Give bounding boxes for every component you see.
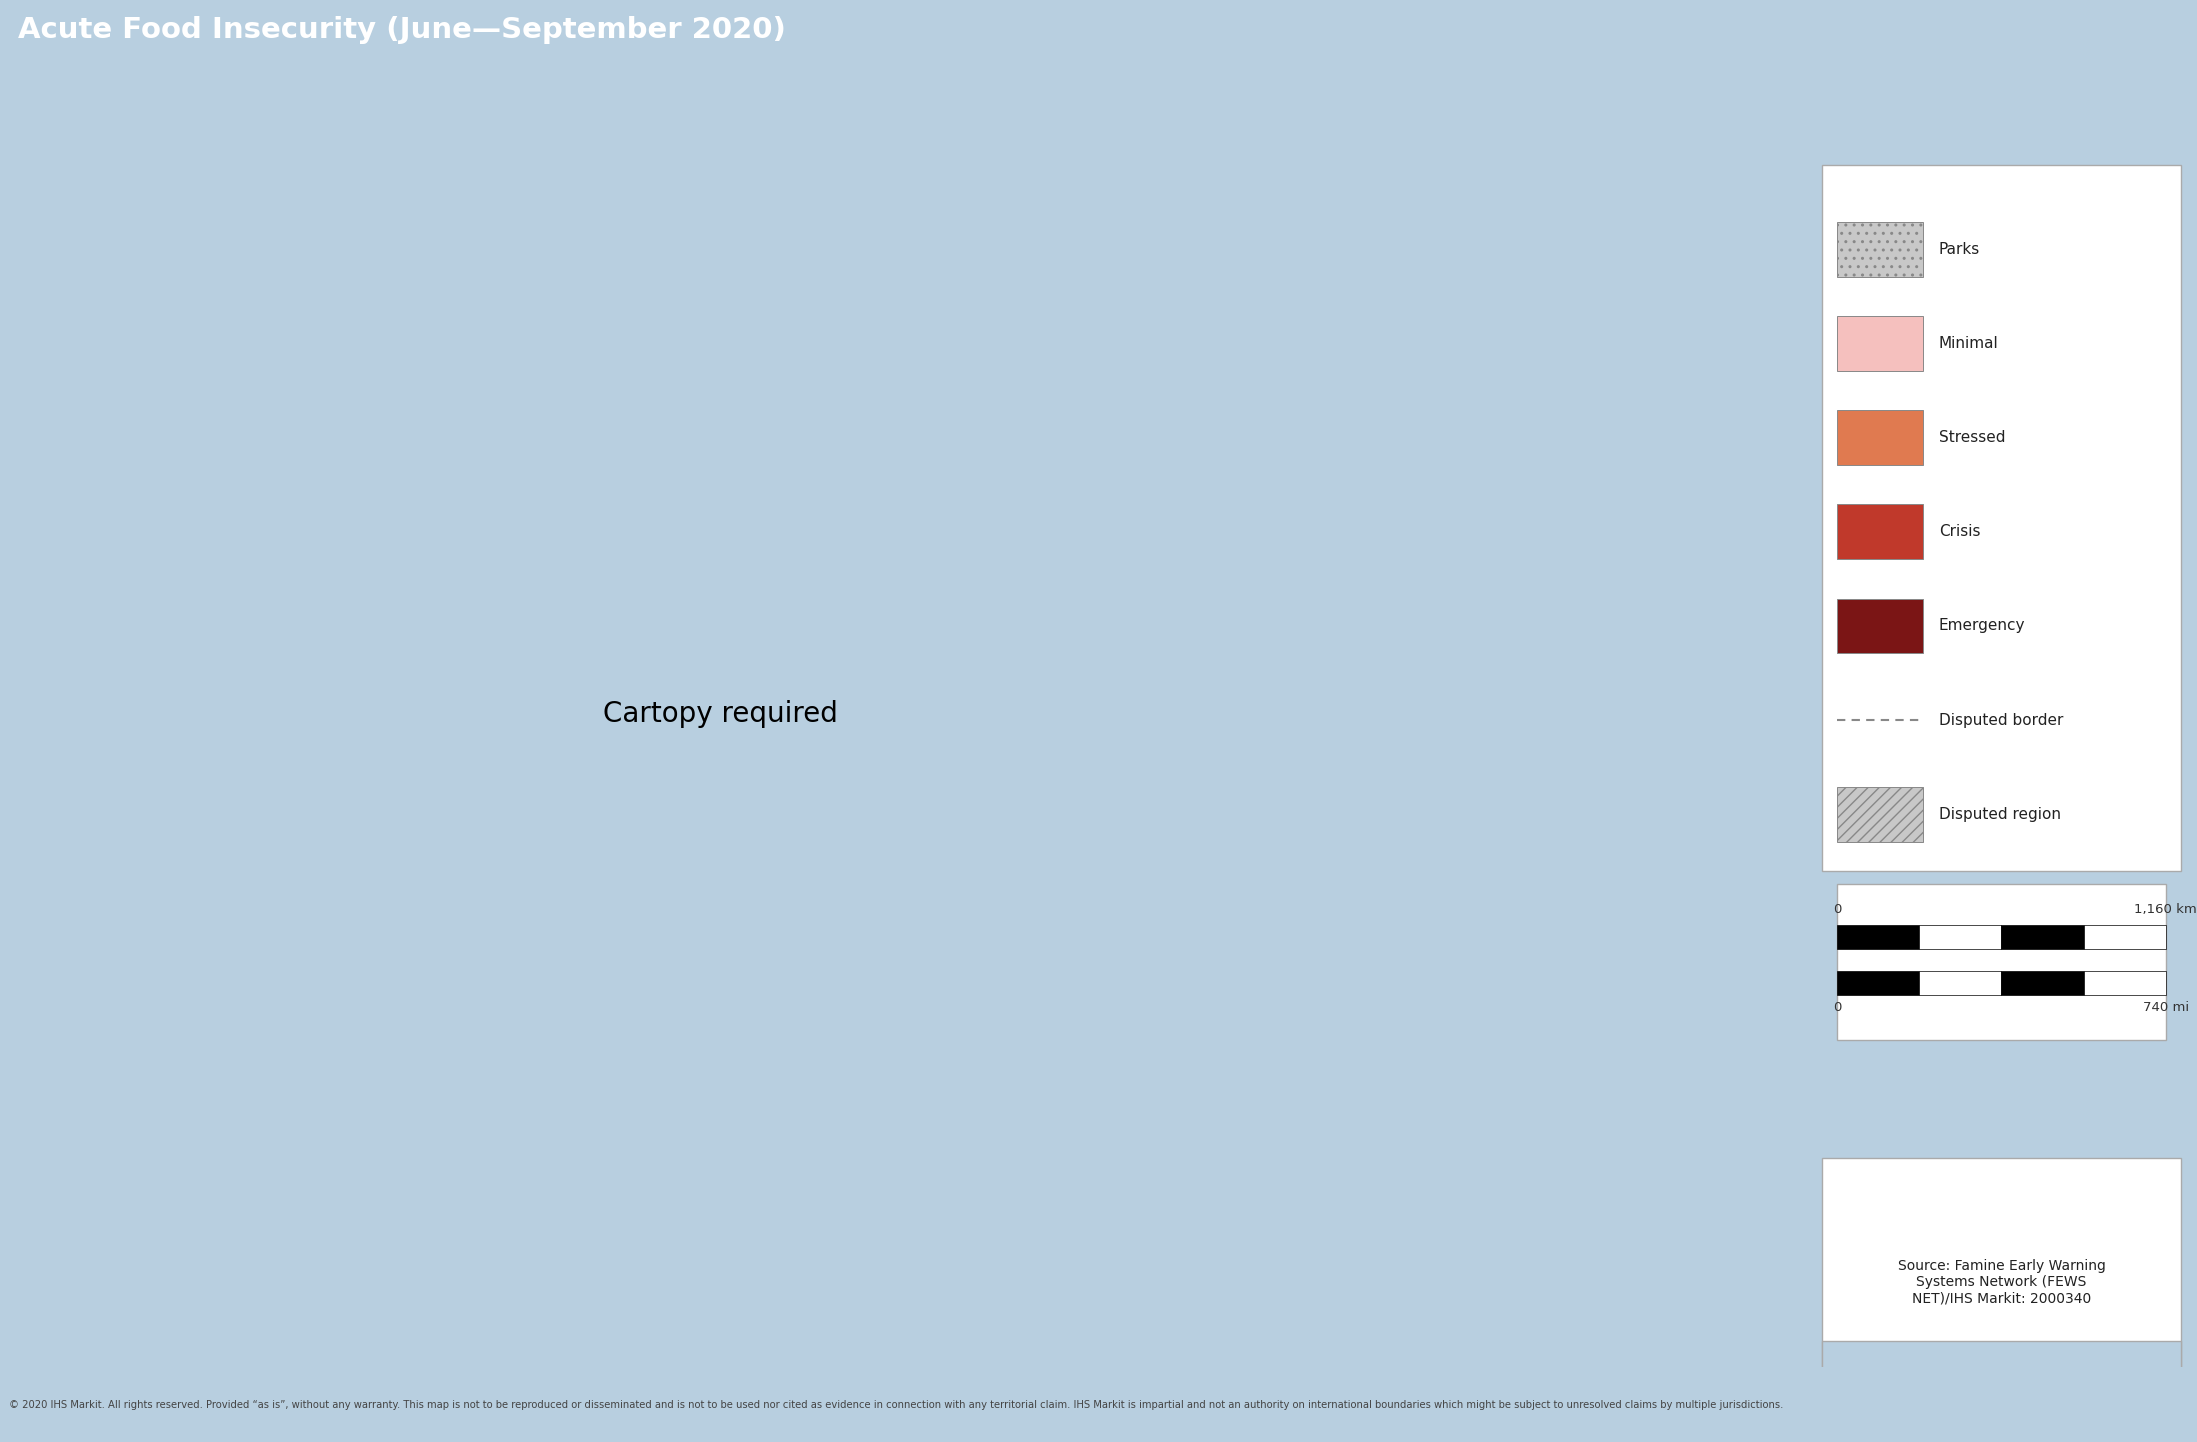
FancyBboxPatch shape [1837,970,1920,995]
Text: Stressed: Stressed [1940,430,2006,446]
Text: Source: Famine Early Warning
Systems Network (FEWS
NET)/IHS Markit: 2000340: Source: Famine Early Warning Systems Net… [1898,1259,2105,1305]
FancyBboxPatch shape [1821,1158,2182,1406]
Text: Emergency: Emergency [1940,619,2026,633]
FancyBboxPatch shape [1920,926,2001,949]
FancyBboxPatch shape [1821,164,2182,871]
Text: Disputed border: Disputed border [1940,712,2063,728]
FancyBboxPatch shape [2001,970,2083,995]
FancyBboxPatch shape [1837,787,1922,842]
Text: 0: 0 [1832,903,1841,916]
Text: Parks: Parks [1940,242,1979,257]
Text: Crisis: Crisis [1940,525,1979,539]
FancyBboxPatch shape [1837,316,1922,371]
Text: 1,160 km: 1,160 km [2133,903,2197,916]
FancyBboxPatch shape [1837,411,1922,466]
FancyBboxPatch shape [1920,970,2001,995]
FancyBboxPatch shape [2083,926,2166,949]
FancyBboxPatch shape [1837,505,1922,559]
FancyBboxPatch shape [1837,884,2166,1041]
FancyBboxPatch shape [1821,1341,2182,1432]
Text: Acute Food Insecurity (June—September 2020): Acute Food Insecurity (June—September 20… [18,16,787,45]
Text: Disputed region: Disputed region [1940,806,2061,822]
Text: 0: 0 [1832,1001,1841,1014]
Text: Cartopy required: Cartopy required [604,699,837,728]
Text: © 2020 IHS Markit. All rights reserved. Provided “as is”, without any warranty. : © 2020 IHS Markit. All rights reserved. … [9,1400,1784,1409]
FancyBboxPatch shape [2001,926,2083,949]
FancyBboxPatch shape [1837,598,1922,653]
FancyBboxPatch shape [1837,926,1920,949]
FancyBboxPatch shape [1837,222,1922,277]
Text: Minimal: Minimal [1940,336,1999,352]
Text: 740 mi: 740 mi [2142,1001,2188,1014]
FancyBboxPatch shape [2083,970,2166,995]
